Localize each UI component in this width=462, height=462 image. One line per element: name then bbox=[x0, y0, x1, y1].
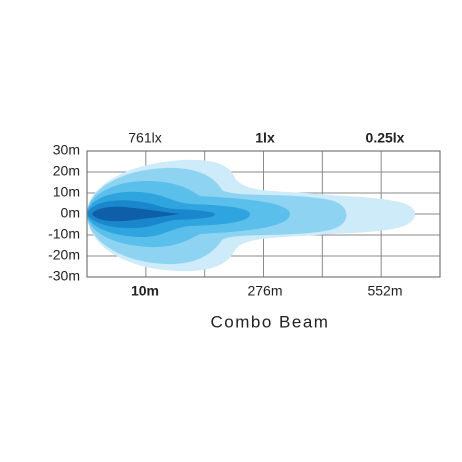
distance-label: 276m bbox=[247, 283, 282, 299]
title: Combo Beam bbox=[211, 312, 330, 331]
distance-label: 552m bbox=[367, 283, 402, 299]
beam-pattern bbox=[87, 159, 415, 272]
lux-label: 761lx bbox=[128, 130, 161, 146]
y-label: -10m bbox=[48, 226, 80, 242]
y-label: 20m bbox=[53, 163, 80, 179]
y-label: -20m bbox=[48, 247, 80, 263]
y-label: -30m bbox=[48, 268, 80, 284]
lux-label: 1lx bbox=[255, 130, 275, 146]
plot-border bbox=[86, 150, 441, 278]
beam-core bbox=[92, 206, 180, 222]
lux-label: 0.25lx bbox=[366, 130, 405, 146]
y-label: 0m bbox=[61, 205, 80, 221]
distance-label: 10m bbox=[131, 283, 159, 299]
y-label: 30m bbox=[53, 142, 80, 158]
y-label: 10m bbox=[53, 184, 80, 200]
